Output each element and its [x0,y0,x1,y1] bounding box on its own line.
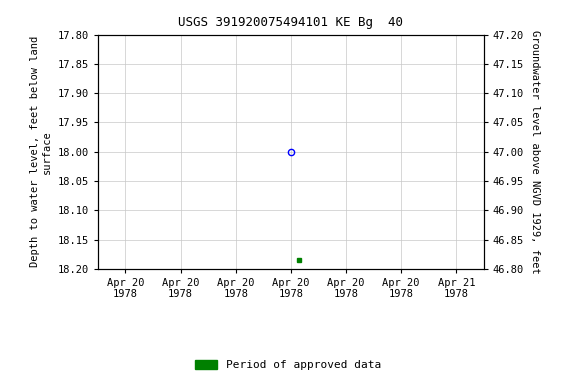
Y-axis label: Groundwater level above NGVD 1929, feet: Groundwater level above NGVD 1929, feet [530,30,540,273]
Legend: Period of approved data: Period of approved data [191,356,385,375]
Title: USGS 391920075494101 KE Bg  40: USGS 391920075494101 KE Bg 40 [179,16,403,29]
Y-axis label: Depth to water level, feet below land
surface: Depth to water level, feet below land su… [31,36,52,267]
